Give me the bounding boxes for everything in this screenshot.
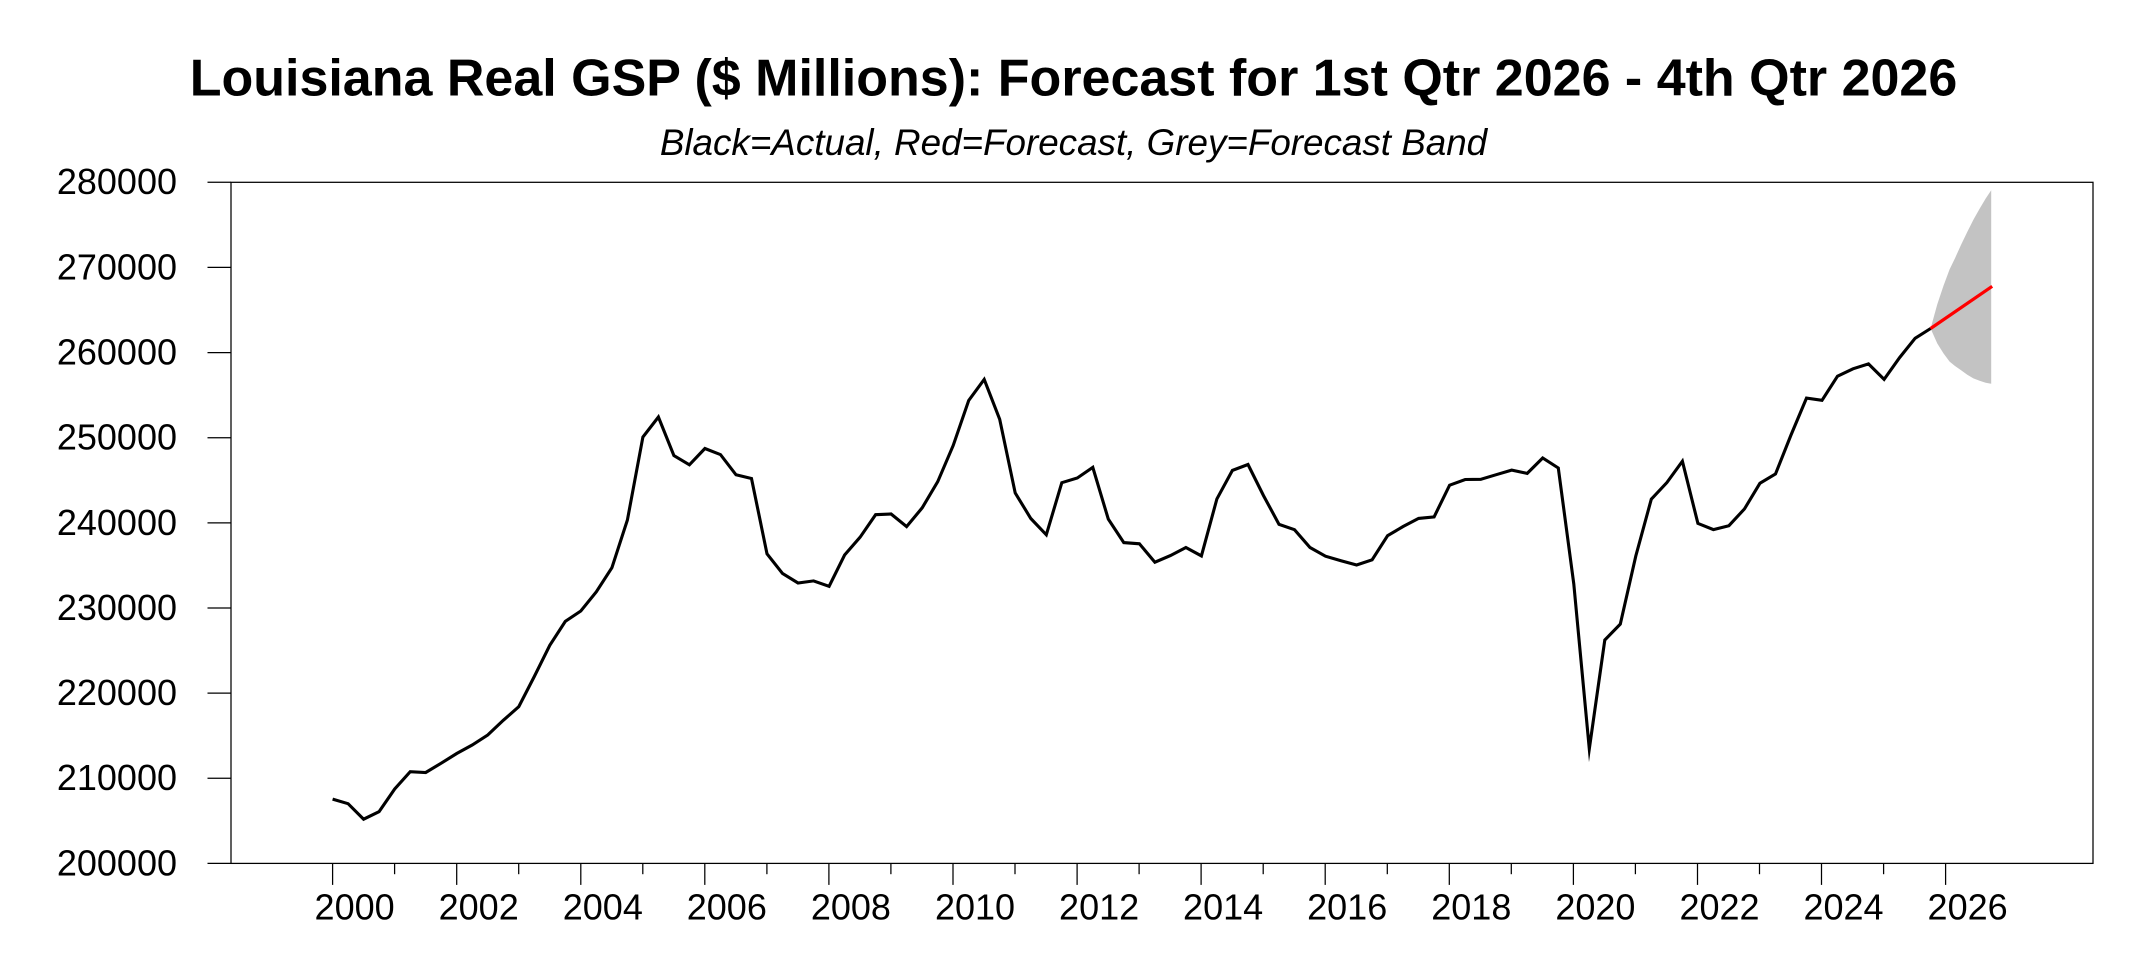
- svg-text:Louisiana Real GSP ($ Millions: Louisiana Real GSP ($ Millions): Forecas…: [190, 50, 1958, 108]
- svg-text:2018: 2018: [1431, 886, 1511, 927]
- svg-text:2004: 2004: [563, 886, 643, 927]
- svg-text:2008: 2008: [811, 886, 891, 927]
- svg-text:2002: 2002: [439, 886, 519, 927]
- svg-text:2014: 2014: [1183, 886, 1263, 927]
- svg-text:200000: 200000: [57, 842, 177, 883]
- svg-text:2022: 2022: [1679, 886, 1759, 927]
- svg-text:250000: 250000: [57, 417, 177, 458]
- svg-text:220000: 220000: [57, 672, 177, 713]
- svg-text:2020: 2020: [1555, 886, 1635, 927]
- svg-text:240000: 240000: [57, 502, 177, 543]
- svg-text:2006: 2006: [687, 886, 767, 927]
- svg-text:2026: 2026: [1928, 886, 2008, 927]
- svg-text:210000: 210000: [57, 757, 177, 798]
- svg-text:2024: 2024: [1803, 886, 1883, 927]
- svg-text:280000: 280000: [57, 161, 177, 202]
- svg-text:230000: 230000: [57, 587, 177, 628]
- svg-text:2000: 2000: [315, 886, 395, 927]
- svg-text:2016: 2016: [1307, 886, 1387, 927]
- svg-text:260000: 260000: [57, 332, 177, 373]
- svg-text:Black=Actual, Red=Forecast, Gr: Black=Actual, Red=Forecast, Grey=Forecas…: [660, 122, 1489, 163]
- svg-text:2012: 2012: [1059, 886, 1139, 927]
- svg-text:270000: 270000: [57, 246, 177, 287]
- svg-text:2010: 2010: [935, 886, 1015, 927]
